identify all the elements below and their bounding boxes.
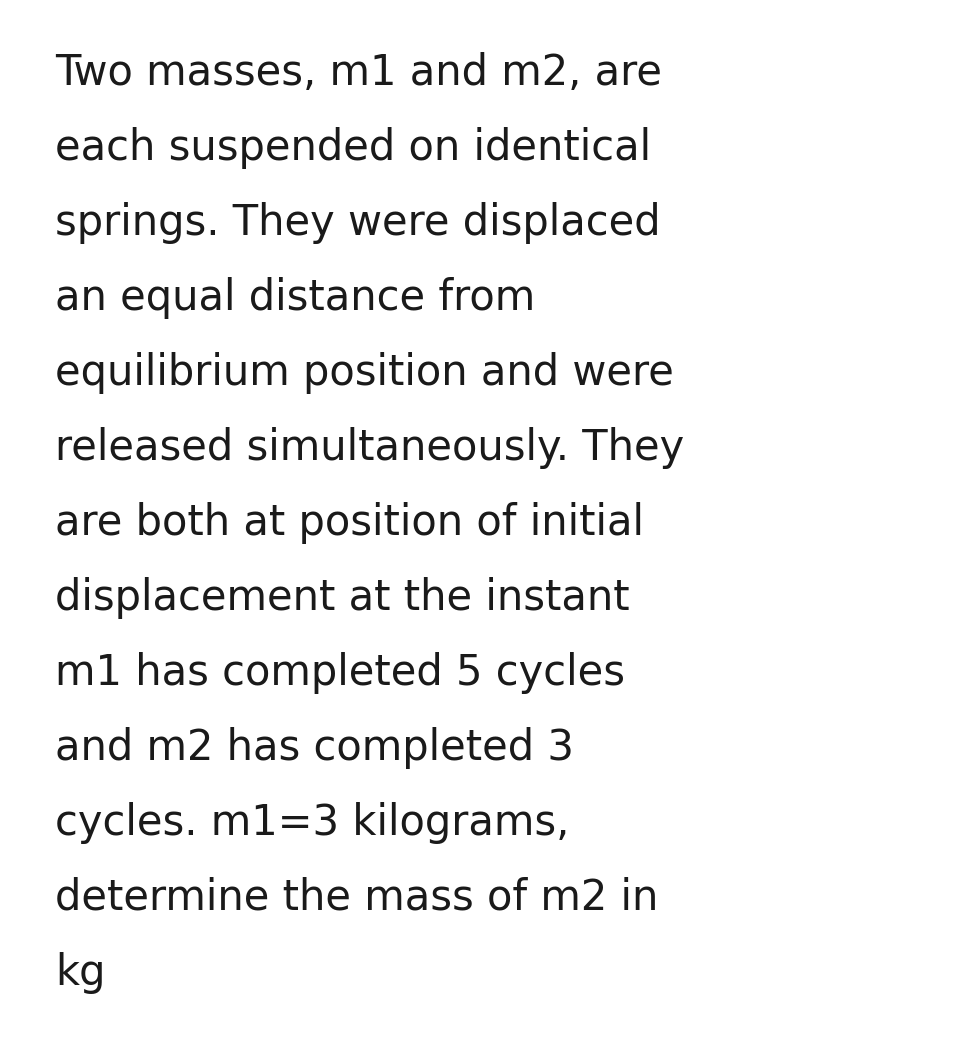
Text: an equal distance from: an equal distance from <box>55 277 535 319</box>
Text: equilibrium position and were: equilibrium position and were <box>55 352 674 394</box>
Text: cycles. m1=3 kilograms,: cycles. m1=3 kilograms, <box>55 802 569 844</box>
Text: m1 has completed 5 cycles: m1 has completed 5 cycles <box>55 652 625 694</box>
Text: Two masses, m1 and m2, are: Two masses, m1 and m2, are <box>55 52 662 94</box>
Text: and m2 has completed 3: and m2 has completed 3 <box>55 727 574 769</box>
Text: determine the mass of m2 in: determine the mass of m2 in <box>55 877 658 919</box>
Text: are both at position of initial: are both at position of initial <box>55 502 644 544</box>
Text: each suspended on identical: each suspended on identical <box>55 127 651 169</box>
Text: displacement at the instant: displacement at the instant <box>55 577 630 619</box>
Text: kg: kg <box>55 952 105 994</box>
Text: released simultaneously. They: released simultaneously. They <box>55 427 684 469</box>
Text: springs. They were displaced: springs. They were displaced <box>55 202 660 244</box>
